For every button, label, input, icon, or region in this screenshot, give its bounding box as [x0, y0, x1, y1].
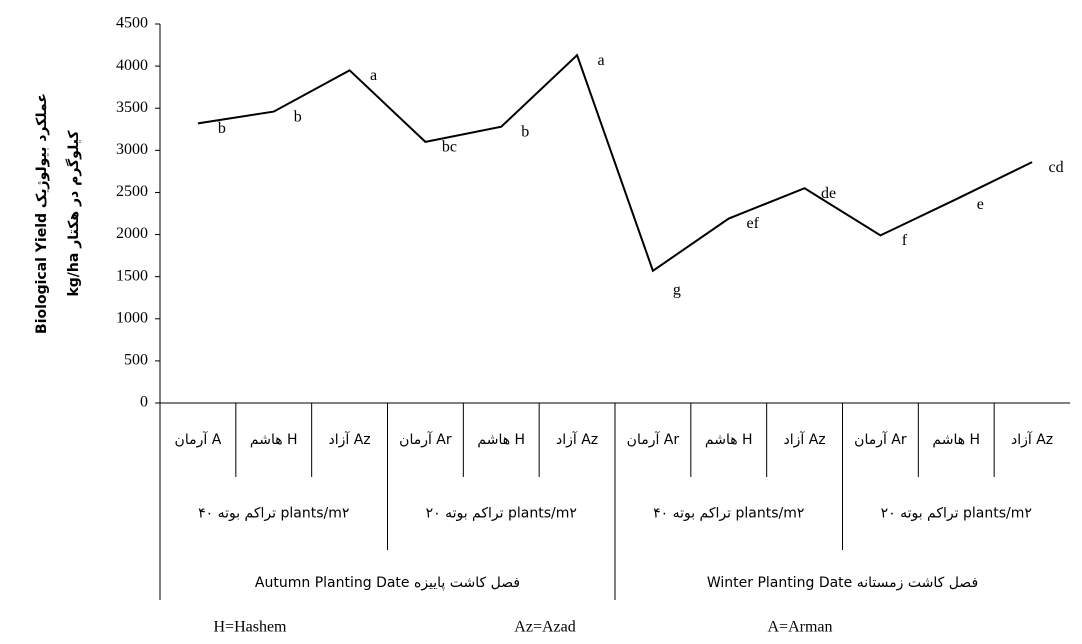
group-label: تراکم بوته ۲۰ plants/m۲ [426, 506, 577, 522]
group-label: Winter Planting Date فصل کاشت زمستانه [707, 575, 978, 591]
y-axis-label: kg/ha کیلوگرم در هکتار [65, 130, 82, 297]
data-label: de [821, 185, 836, 202]
footnote: Az=Azad [514, 619, 575, 636]
x-tick-label: آرمان Ar [627, 431, 680, 448]
group-label: Autumn Planting Date فصل کاشت پاییزه [255, 575, 520, 591]
data-label: g [673, 281, 681, 298]
x-tick-label: آرمان Ar [854, 431, 907, 448]
y-tick-label: 1000 [116, 309, 148, 326]
x-tick-label: هاشم H [250, 432, 298, 448]
y-tick-label: 500 [124, 352, 148, 369]
x-tick-label: هاشم H [477, 432, 525, 448]
x-tick-label: آزاد Az [556, 431, 598, 448]
group-label: تراکم بوته ۴۰ plants/m۲ [198, 506, 349, 522]
y-tick-label: 4000 [116, 57, 148, 74]
x-tick-label: هاشم H [932, 432, 980, 448]
y-tick-label: 0 [140, 394, 148, 411]
data-label: ef [747, 215, 760, 232]
y-tick-label: 3500 [116, 99, 148, 116]
group-label: تراکم بوته ۴۰ plants/m۲ [653, 506, 804, 522]
y-tick-label: 2500 [116, 183, 148, 200]
y-tick-label: 2000 [116, 225, 148, 242]
x-tick-label: هاشم H [705, 432, 753, 448]
data-label: b [218, 120, 226, 137]
data-label: bc [442, 139, 457, 156]
y-tick-label: 1500 [116, 267, 148, 284]
data-label: cd [1049, 159, 1064, 176]
data-label: f [902, 232, 908, 249]
data-label: b [521, 123, 529, 140]
x-tick-label: آزاد Az [783, 431, 825, 448]
data-label: e [977, 196, 984, 213]
footnote: A=Arman [767, 619, 832, 636]
x-tick-label: آزاد Az [1011, 431, 1053, 448]
data-line [197, 53, 1033, 273]
data-label: b [294, 108, 302, 125]
x-tick-label: آرمان Ar [399, 431, 452, 448]
x-tick-label: آزاد Az [328, 431, 370, 448]
footnote: H=Hashem [213, 619, 287, 636]
y-axis-label: Biological Yield عملکرد بیولوژیک [34, 93, 50, 334]
data-label: a [598, 52, 605, 69]
group-label: تراکم بوته ۲۰ plants/m۲ [881, 506, 1032, 522]
data-label: a [370, 67, 377, 84]
x-tick-label: آرمان A [175, 431, 222, 448]
y-tick-label: 3000 [116, 141, 148, 158]
y-tick-label: 4500 [116, 15, 148, 32]
